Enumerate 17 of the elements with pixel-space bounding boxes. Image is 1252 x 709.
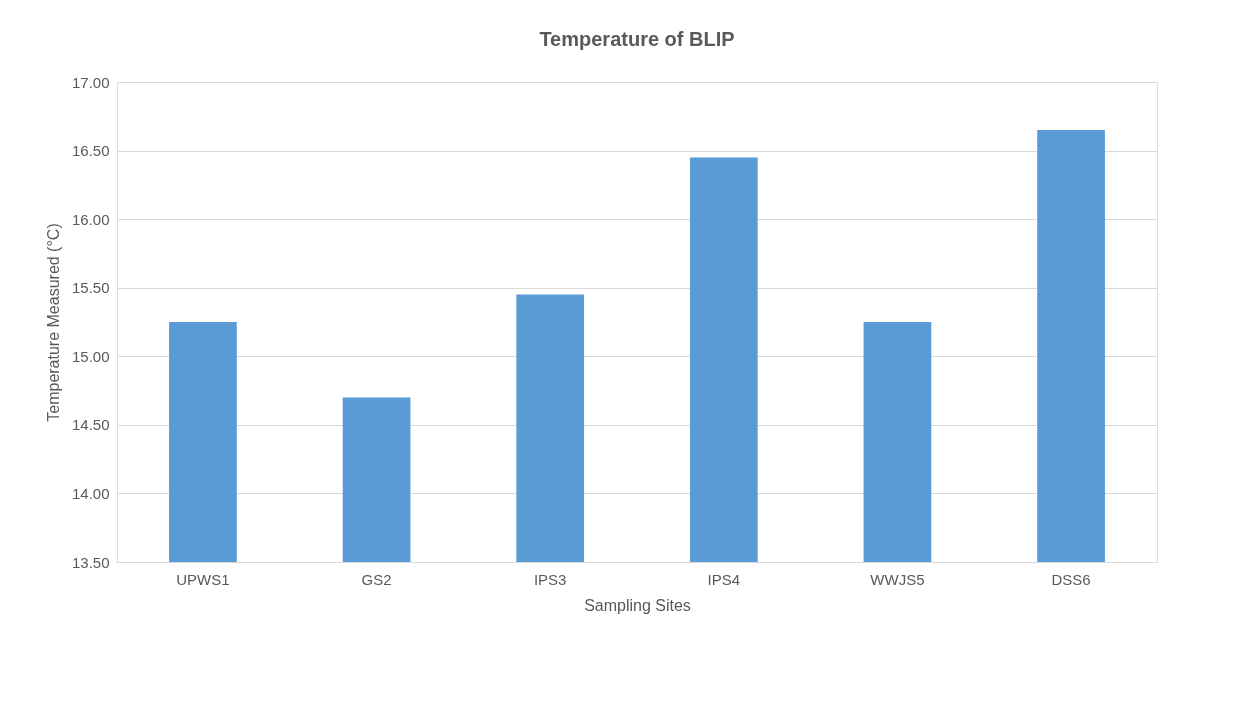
y-tick-label: 15.00 [71, 347, 110, 365]
x-tick-label: UPWS1 [176, 570, 230, 588]
y-tick-label: 13.50 [71, 553, 110, 571]
y-tick-label: 16.50 [71, 142, 110, 160]
x-tick-label: DSS6 [1051, 570, 1091, 588]
x-tick-label: IPS3 [533, 570, 567, 588]
x-axis-title: Sampling Sites [584, 596, 691, 614]
x-tick-label: GS2 [361, 570, 392, 588]
y-axis-title: Temperature Measured (°C) [44, 223, 62, 422]
y-tick-label: 14.50 [71, 416, 110, 434]
x-tick-label: IPS4 [707, 570, 741, 588]
y-tick-label: 16.00 [71, 210, 110, 228]
y-tick-label: 17.00 [71, 73, 110, 91]
y-tick-label: 14.00 [71, 484, 110, 502]
x-tick-label: WWJS5 [870, 570, 925, 588]
chart-title: Temperature of BLIP [539, 28, 735, 50]
y-tick-label: 15.50 [71, 279, 110, 297]
